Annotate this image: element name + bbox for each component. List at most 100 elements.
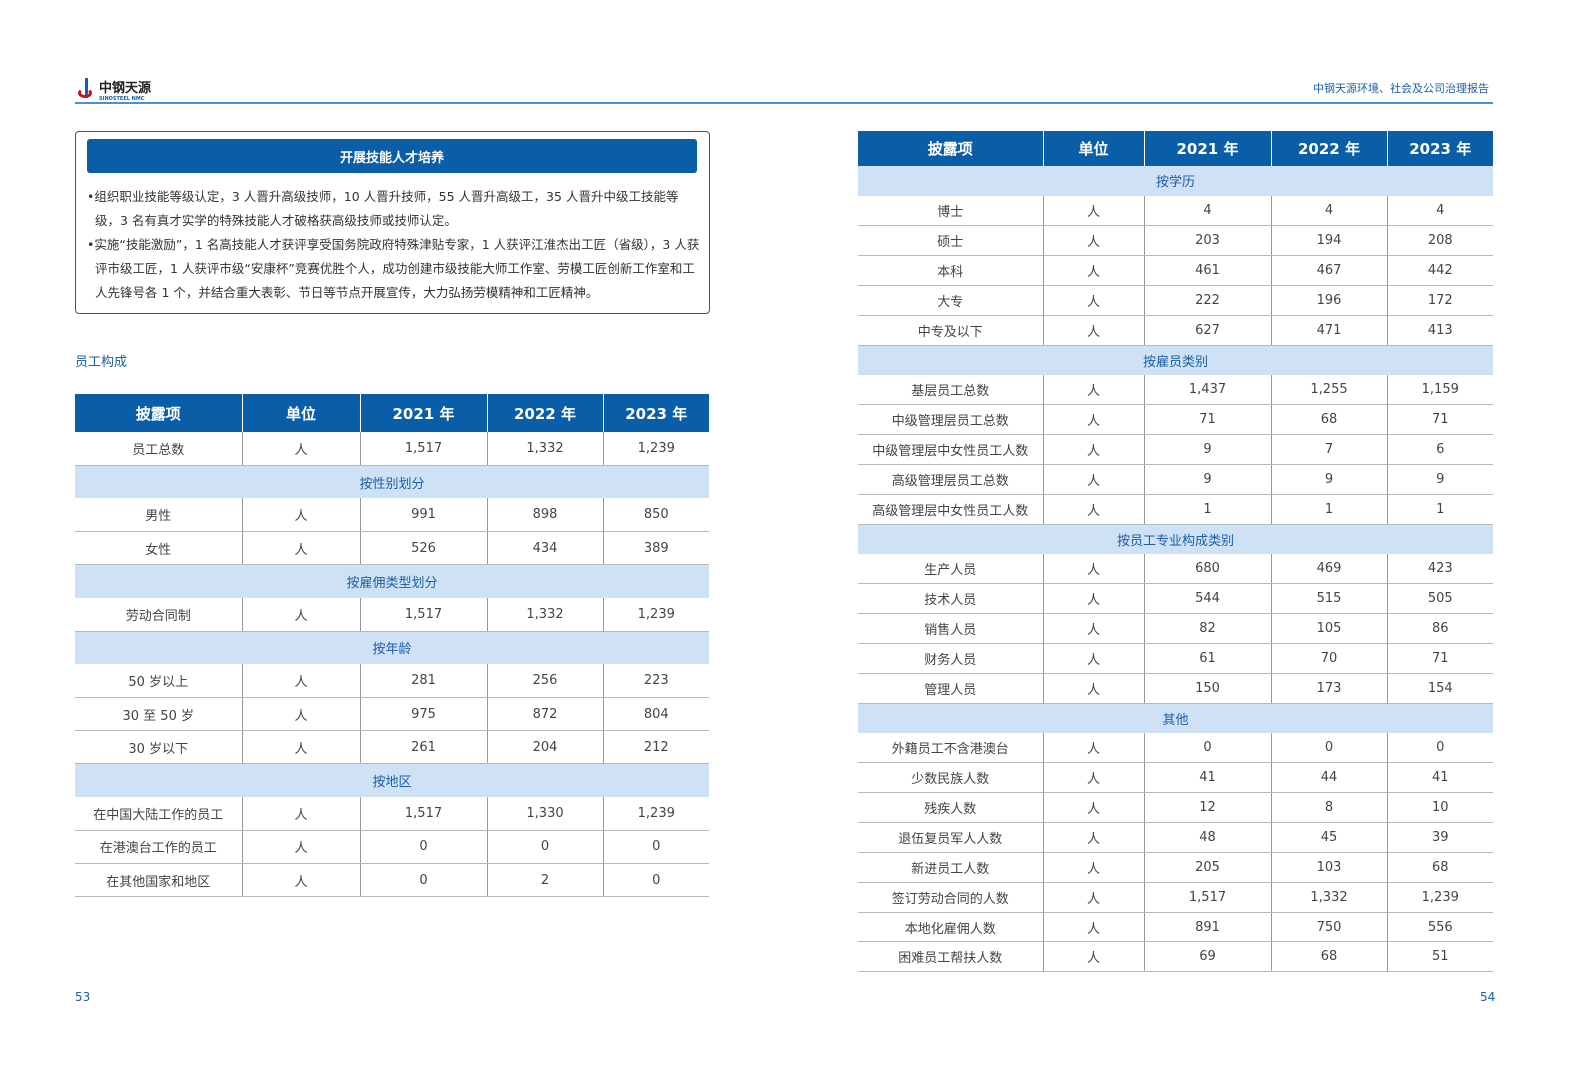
row-label: 博士: [858, 195, 1043, 227]
table-row: 残疾人数人 12 8 10: [858, 792, 1493, 824]
table-row: 外籍员工不含港澳台人 0 0 0: [858, 733, 1493, 764]
column-header: 2022 年: [486, 394, 603, 432]
table-row: 50 岁以上人 281 256 223: [75, 664, 709, 699]
value-2023: 4: [1386, 195, 1493, 227]
header-divider: [75, 102, 1493, 104]
section-row: 其他: [858, 703, 1493, 734]
section-row: 按性别划分: [75, 465, 709, 499]
value-2023: 0: [602, 863, 709, 898]
column-header: 单位: [1042, 131, 1144, 166]
value-2021: 9: [1143, 434, 1271, 465]
value-2021: 1,517: [359, 797, 487, 831]
value-2021: 0: [1143, 733, 1271, 764]
value-2021: 48: [1143, 822, 1271, 853]
logo-mark-icon: [76, 78, 96, 102]
row-unit: 人: [1042, 613, 1144, 644]
table-row: 基层员工总数人 1,437 1,255 1,159: [858, 374, 1493, 406]
row-label: 高级管理层中女性员工人数: [858, 494, 1043, 525]
value-2023: 1,239: [602, 432, 709, 466]
table-row: 硕士人 203 194 208: [858, 225, 1493, 257]
value-2023: 0: [602, 830, 709, 864]
page-number-left: 53: [75, 990, 91, 1004]
row-label: 30 岁以下: [75, 730, 242, 765]
value-2021: 526: [359, 531, 487, 566]
logo-cn: 中钢天源: [99, 81, 152, 96]
value-2023: 154: [1386, 673, 1493, 704]
value-2021: 82: [1143, 613, 1271, 644]
value-2023: 505: [1386, 583, 1493, 615]
row-label: 30 至 50 岁: [75, 697, 242, 732]
row-label: 管理人员: [858, 673, 1043, 704]
row-unit: 人: [1042, 404, 1144, 436]
skills-training-box: 开展技能人才培养 •组织职业技能等级认定，3 人晋升高级技师，10 人晋升技师，…: [75, 131, 710, 314]
column-header: 2021 年: [359, 394, 487, 432]
value-2021: 1,517: [359, 597, 487, 632]
value-2023: 71: [1386, 404, 1493, 436]
row-unit: 人: [241, 730, 360, 765]
row-label: 基层员工总数: [858, 374, 1043, 406]
table-row: 30 至 50 岁人 975 872 804: [75, 697, 709, 732]
value-2023: 10: [1386, 792, 1493, 824]
report-title: 中钢天源环境、社会及公司治理报告: [1313, 82, 1489, 95]
row-unit: 人: [241, 432, 360, 466]
table-row: 在中国大陆工作的员工人 1,517 1,330 1,239: [75, 797, 709, 831]
table-row: 30 岁以下人 261 204 212: [75, 730, 709, 765]
column-header: 2021 年: [1143, 131, 1271, 166]
section-title: 按雇员类别: [858, 345, 1493, 375]
table-row: 高级管理层员工总数人 9 9 9: [858, 464, 1493, 495]
value-2021: 1,437: [1143, 374, 1271, 406]
value-2022: 467: [1270, 255, 1387, 286]
value-2022: 7: [1270, 434, 1387, 465]
section-title: 其他: [858, 703, 1493, 734]
value-2022: 1,332: [486, 432, 603, 466]
row-unit: 人: [241, 697, 360, 732]
table-row: 销售人员人 82 105 86: [858, 613, 1493, 644]
column-header: 披露项: [858, 131, 1043, 166]
row-label: 高级管理层员工总数: [858, 464, 1043, 495]
value-2023: 41: [1386, 762, 1493, 794]
value-2022: 204: [486, 730, 603, 765]
value-2023: 1: [1386, 494, 1493, 525]
value-2021: 680: [1143, 553, 1271, 585]
section-row: 按学历: [858, 166, 1493, 196]
row-unit: 人: [1042, 285, 1144, 316]
table-row: 中专及以下人 627 471 413: [858, 315, 1493, 346]
row-unit: 人: [241, 531, 360, 566]
value-2023: 0: [1386, 733, 1493, 764]
row-label: 女性: [75, 531, 242, 566]
table-row: 困难员工帮扶人数人 69 68 51: [858, 941, 1493, 973]
value-2023: 39: [1386, 822, 1493, 853]
value-2023: 389: [602, 531, 709, 566]
row-unit: 人: [1042, 643, 1144, 674]
value-2021: 71: [1143, 404, 1271, 436]
page-number-right: 54: [1480, 990, 1496, 1004]
value-2021: 1,517: [359, 432, 487, 466]
value-2022: 68: [1270, 941, 1387, 973]
value-2022: 194: [1270, 225, 1387, 257]
table-row: 签订劳动合同的人数人 1,517 1,332 1,239: [858, 882, 1493, 913]
section-row: 按雇员类别: [858, 345, 1493, 375]
row-unit: 人: [1042, 434, 1144, 465]
value-2022: 0: [486, 830, 603, 864]
row-label: 生产人员: [858, 553, 1043, 585]
table-row: 生产人员人 680 469 423: [858, 553, 1493, 585]
row-label: 男性: [75, 498, 242, 533]
value-2023: 1,159: [1386, 374, 1493, 406]
row-label: 劳动合同制: [75, 597, 242, 632]
row-label: 少数民族人数: [858, 762, 1043, 794]
value-2022: 1: [1270, 494, 1387, 525]
value-2022: 44: [1270, 762, 1387, 794]
row-unit: 人: [1042, 255, 1144, 286]
value-2023: 850: [602, 498, 709, 533]
section-title: 按地区: [75, 763, 709, 798]
section-title: 按性别划分: [75, 465, 709, 499]
value-2023: 442: [1386, 255, 1493, 286]
table-row: 男性人 991 898 850: [75, 498, 709, 533]
value-2021: 205: [1143, 852, 1271, 883]
row-unit: 人: [1042, 762, 1144, 794]
value-2023: 51: [1386, 941, 1493, 973]
value-2023: 71: [1386, 643, 1493, 674]
row-unit: 人: [241, 797, 360, 831]
row-label: 财务人员: [858, 643, 1043, 674]
skills-box-title: 开展技能人才培养: [87, 139, 697, 173]
